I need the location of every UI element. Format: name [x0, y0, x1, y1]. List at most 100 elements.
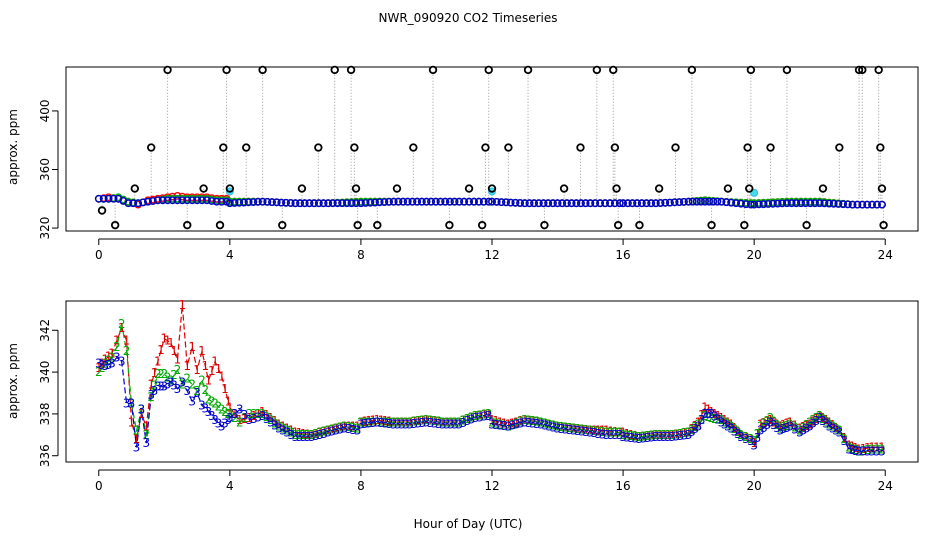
series-1-marker: 1: [160, 332, 168, 346]
series-blue-point: [727, 198, 736, 207]
series-3-marker: 3: [488, 417, 496, 431]
series-3-marker: 3: [636, 432, 644, 446]
series-1-marker: 1: [816, 409, 824, 423]
series-1-marker: 1: [205, 374, 213, 388]
series-2-marker: 2: [688, 423, 696, 437]
series-blue-point: [455, 197, 464, 206]
x-tick-label: 16: [615, 248, 630, 262]
calibration-point: [687, 65, 697, 75]
series-2-marker: 2: [476, 408, 484, 422]
series-2-marker: 2: [138, 403, 146, 417]
series-blue-point: [403, 197, 412, 206]
series-3-marker: 3: [142, 436, 150, 450]
series-1-marker: 1: [656, 428, 664, 442]
top-panel: approx. ppm 0 4 8 12 16 20 24 320 360 400: [6, 65, 919, 262]
series-3-marker: 3: [151, 384, 159, 398]
series-blue-point: [525, 199, 534, 208]
series-2-marker: 2: [226, 407, 234, 421]
series-3-marker: 3: [517, 416, 525, 430]
series-1-marker: 1: [373, 413, 381, 427]
series-blue-point: [539, 199, 548, 208]
series-1-marker: 1: [147, 378, 155, 392]
series-3-marker: 3: [328, 425, 336, 439]
series-blue-point: [701, 197, 709, 206]
series-2-marker: 2: [616, 426, 624, 440]
series-2-marker: 2: [607, 426, 615, 440]
series-3-marker: 3: [398, 417, 406, 431]
series-blue-point: [834, 200, 843, 208]
series-1-marker: 1: [829, 418, 837, 432]
series-1-marker: 1: [435, 415, 443, 429]
calibration-point: [743, 143, 752, 152]
series-2-marker: 2: [799, 421, 807, 435]
series-2-marker: 2: [845, 440, 853, 454]
series-2-marker: 2: [410, 415, 418, 429]
series-1-marker: 1: [806, 417, 814, 431]
series-2-marker: 2: [113, 340, 121, 354]
series-2-marker: 2: [312, 427, 320, 441]
series-blue-point: [296, 199, 304, 208]
series-1-marker: 1: [754, 427, 762, 441]
calibration-point: [746, 65, 756, 75]
series-3-marker: 3: [224, 413, 232, 427]
series-2-marker: 2: [414, 414, 422, 428]
series-blue-point: [139, 198, 147, 207]
series-3-marker: 3: [113, 351, 121, 365]
series-2-marker: 2: [521, 413, 529, 427]
series-1-marker: 1: [324, 424, 332, 438]
series-1-marker: 1: [619, 426, 627, 440]
series-blue-point: [417, 197, 426, 206]
series-2-marker: 2: [599, 425, 607, 439]
series-3-marker: 3: [829, 422, 837, 436]
calibration-point: [854, 65, 864, 75]
series-1-marker: 1: [822, 413, 830, 427]
series-3-marker: 3: [451, 417, 459, 431]
series-1-marker: 1: [246, 411, 254, 425]
y-tick-label: 338: [38, 402, 52, 425]
calibration-point: [523, 65, 533, 75]
series-1-marker: 1: [178, 298, 186, 312]
series-2-line: [229, 413, 358, 436]
series-1-marker: 1: [221, 382, 229, 396]
series-2-marker: 2: [777, 422, 785, 436]
series-1-marker: 1: [704, 403, 712, 417]
series-blue-point: [553, 199, 562, 208]
calibration-point: [610, 143, 620, 152]
series-1-marker: 1: [574, 422, 582, 436]
series-2-marker: 2: [218, 403, 226, 417]
series-2-marker: 2: [167, 374, 175, 388]
series-2-marker: 2: [382, 415, 390, 429]
series-2-marker: 2: [603, 426, 611, 440]
series-3-marker: 3: [279, 424, 287, 438]
series-1-marker: 1: [345, 420, 353, 434]
series-3-marker: 3: [218, 420, 226, 434]
series-1-marker: 1: [188, 340, 196, 354]
series-2-marker: 2: [509, 418, 517, 432]
series-1-marker: 1: [582, 423, 590, 437]
series-1-marker: 1: [529, 414, 537, 428]
series-blue-point: [647, 199, 656, 208]
series-1-marker: 1: [711, 407, 719, 421]
x-tick-label: 12: [484, 248, 499, 262]
series-blue-point: [366, 198, 375, 207]
series-3-marker: 3: [574, 424, 582, 438]
series-3-marker: 3: [718, 415, 726, 429]
series-2-marker: 2: [786, 417, 794, 431]
series-2-marker: 2: [105, 354, 113, 368]
series-2-marker: 2: [361, 415, 369, 429]
series-blue-point: [291, 199, 300, 208]
series-3-marker: 3: [118, 355, 126, 369]
series-3-marker: 3: [259, 409, 267, 423]
series-3-marker: 3: [439, 417, 447, 431]
series-2-marker: 2: [398, 415, 406, 429]
series-2-marker: 2: [188, 378, 196, 392]
series-2-marker: 2: [718, 413, 726, 427]
series-3-marker: 3: [267, 415, 275, 429]
series-blue-point: [441, 197, 450, 206]
series-1-marker: 1: [832, 421, 840, 435]
series-2-marker: 2: [770, 415, 778, 429]
series-blue-point: [492, 197, 501, 206]
series-blue-point: [413, 197, 421, 206]
series-1-marker: 1: [558, 420, 566, 434]
series-1-marker: 1: [496, 415, 504, 429]
